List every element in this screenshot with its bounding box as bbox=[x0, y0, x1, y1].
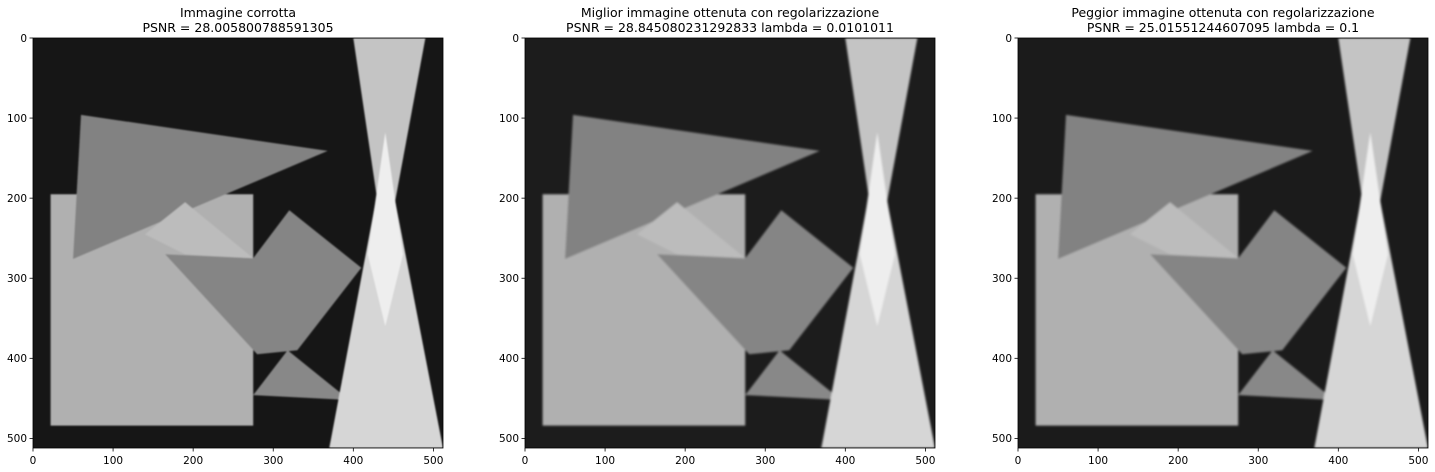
title-line-1: Miglior immagine ottenuta con regolarizz… bbox=[580, 5, 880, 20]
title-line-1: Peggior immagine ottenuta con regolarizz… bbox=[1071, 5, 1375, 20]
shape-top-tall-triangle bbox=[845, 38, 918, 255]
x-tick-label: 500 bbox=[1408, 455, 1428, 467]
shape-light-triangle bbox=[637, 202, 746, 259]
x-tick-label: 100 bbox=[103, 455, 123, 467]
y-tick-label: 300 bbox=[499, 273, 519, 285]
shape-gray-triangle bbox=[1058, 114, 1313, 260]
y-tick-label: 300 bbox=[7, 273, 27, 285]
shape-diamond bbox=[367, 132, 403, 327]
shape-gray-triangle bbox=[565, 114, 820, 260]
shape-light-triangle bbox=[1130, 202, 1239, 259]
y-tick-label: 100 bbox=[992, 113, 1012, 125]
y-tick-label: 100 bbox=[499, 113, 519, 125]
y-tick-label: 400 bbox=[992, 353, 1012, 365]
shape-diamond bbox=[859, 132, 895, 327]
y-tick-label: 200 bbox=[992, 193, 1012, 205]
shape-light-triangle bbox=[145, 202, 254, 259]
x-tick-label: 500 bbox=[423, 455, 443, 467]
shape-top-tall-triangle bbox=[353, 38, 426, 255]
title-line-2: PSNR = 25.01551244607095 lambda = 0.1 bbox=[1086, 20, 1360, 35]
y-tick-label: 0 bbox=[20, 33, 27, 45]
x-tick-label: 100 bbox=[1088, 455, 1108, 467]
panel-title: Immagine corrotta PSNR = 28.005800788591… bbox=[18, 5, 458, 35]
image-content bbox=[525, 38, 935, 448]
y-tick-label: 500 bbox=[992, 433, 1012, 445]
panel-title: Miglior immagine ottenuta con regolarizz… bbox=[510, 5, 950, 35]
shape-bottom-triangle bbox=[253, 350, 350, 400]
y-tick-label: 200 bbox=[499, 193, 519, 205]
title-line-1: Immagine corrotta bbox=[179, 5, 297, 20]
y-tick-label: 500 bbox=[499, 433, 519, 445]
y-tick-label: 300 bbox=[992, 273, 1012, 285]
axes-frame bbox=[524, 37, 936, 449]
x-tick-label: 0 bbox=[30, 455, 37, 467]
x-tick-label: 400 bbox=[1328, 455, 1348, 467]
x-tick-label: 300 bbox=[755, 455, 775, 467]
x-tick-label: 200 bbox=[183, 455, 203, 467]
shape-diamond bbox=[1352, 132, 1388, 327]
shape-gray-triangle bbox=[73, 114, 328, 260]
x-tick-label: 0 bbox=[522, 455, 529, 467]
title-line-2: PSNR = 28.845080231292833 lambda = 0.010… bbox=[566, 20, 894, 35]
x-tick-label: 400 bbox=[343, 455, 363, 467]
y-tick-label: 200 bbox=[7, 193, 27, 205]
y-tick-label: 400 bbox=[7, 353, 27, 365]
x-tick-label: 0 bbox=[1015, 455, 1022, 467]
panel-title: Peggior immagine ottenuta con regolarizz… bbox=[1003, 5, 1435, 35]
shape-bottom-triangle bbox=[745, 350, 842, 400]
shape-gray-pentagon bbox=[657, 210, 854, 355]
title-line-2: PSNR = 28.005800788591305 bbox=[142, 20, 334, 35]
axes-frame bbox=[1017, 37, 1429, 449]
y-tick-label: 100 bbox=[7, 113, 27, 125]
x-tick-label: 500 bbox=[915, 455, 935, 467]
x-tick-label: 100 bbox=[595, 455, 615, 467]
image-content bbox=[1018, 38, 1428, 448]
y-tick-label: 500 bbox=[7, 433, 27, 445]
y-tick-label: 0 bbox=[1005, 33, 1012, 45]
shape-top-tall-triangle bbox=[1338, 38, 1411, 255]
image-content bbox=[33, 38, 443, 448]
shape-gray-pentagon bbox=[165, 210, 362, 355]
y-tick-label: 400 bbox=[499, 353, 519, 365]
axes-frame bbox=[32, 37, 444, 449]
x-tick-label: 300 bbox=[263, 455, 283, 467]
shape-bottom-triangle bbox=[1238, 350, 1335, 400]
x-tick-label: 200 bbox=[675, 455, 695, 467]
x-tick-label: 200 bbox=[1168, 455, 1188, 467]
x-tick-label: 300 bbox=[1248, 455, 1268, 467]
shape-gray-pentagon bbox=[1150, 210, 1347, 355]
y-tick-label: 0 bbox=[512, 33, 519, 45]
x-tick-label: 400 bbox=[835, 455, 855, 467]
